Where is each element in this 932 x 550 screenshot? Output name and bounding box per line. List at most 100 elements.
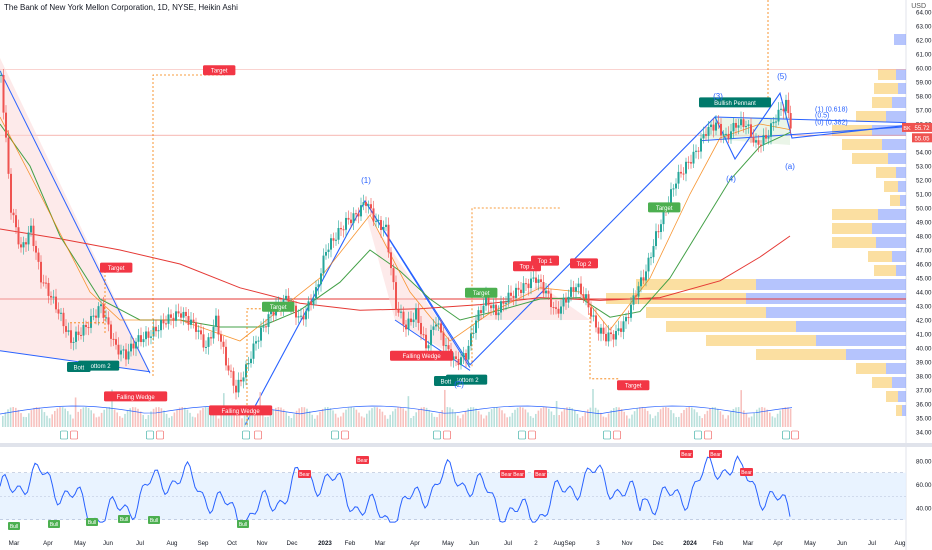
candle-body [147, 331, 150, 338]
volume-bar [28, 413, 30, 427]
falling-wedge-label [209, 405, 273, 416]
candle-body [537, 279, 540, 283]
volume-bar [628, 418, 631, 427]
volume-bar [397, 407, 399, 427]
candle-body [0, 75, 2, 76]
volume-bar [9, 407, 12, 427]
candle-body [655, 231, 657, 247]
volume-bar [51, 414, 53, 427]
candle-body [115, 339, 117, 345]
volume-bar [191, 416, 194, 427]
volume-bar [412, 415, 415, 427]
wave-label-1: (1) [361, 176, 371, 185]
candle-body [252, 343, 255, 359]
candle-body [60, 312, 62, 314]
rsi-bear-label [512, 470, 525, 478]
volume-bar [667, 407, 670, 427]
rsi-bear-text: Bear [357, 458, 368, 464]
volume-bar [631, 414, 633, 427]
candle-body [715, 122, 717, 131]
volume-bar [641, 407, 644, 427]
candle-body [142, 339, 145, 343]
candle-body [77, 331, 80, 335]
volume-profile-orange-bar [876, 167, 896, 178]
volume-bar [522, 407, 524, 427]
candle-body [102, 304, 105, 318]
candle-body [725, 133, 727, 135]
earnings-dividend-marker [70, 430, 78, 440]
volume-bar [363, 417, 365, 427]
volume-bar [158, 407, 160, 427]
candle-body [752, 136, 755, 143]
volume-bar [38, 407, 40, 427]
candle-body [552, 307, 555, 309]
candle-body [572, 287, 575, 292]
candle-body [322, 255, 325, 274]
volume-bar [225, 408, 228, 427]
candle-body [355, 213, 357, 215]
volume-bar [337, 417, 339, 427]
volume-bar [345, 409, 347, 427]
candle-body [547, 290, 550, 294]
time-axis-tick: Apr [773, 540, 783, 547]
candle-body [395, 282, 397, 310]
candle-body [710, 124, 712, 127]
price-axis-tick: 45.00 [916, 276, 932, 283]
volume-bar [82, 407, 85, 427]
candle-body [460, 357, 462, 366]
falling-wedge-label [390, 350, 454, 361]
volume-bar [509, 416, 511, 427]
volume-bar [64, 408, 66, 427]
volume-bar [366, 413, 368, 427]
candle-body [502, 301, 505, 304]
candle-body [477, 310, 480, 321]
candle-body [272, 311, 275, 316]
candle-body [122, 349, 125, 351]
candle-body [592, 315, 595, 317]
candle-body [410, 318, 412, 323]
candle-body [677, 171, 680, 184]
candle-body [732, 122, 735, 132]
earnings-dividend-marker [613, 430, 621, 440]
volume-bar [98, 416, 100, 427]
volume-bar [516, 407, 519, 427]
candle-body [772, 121, 775, 124]
volume-bar [722, 414, 724, 427]
volume-bar [698, 415, 701, 427]
volume-bar [498, 408, 501, 427]
candle-body [740, 119, 742, 126]
volume-bar [376, 407, 378, 427]
volume-bar [477, 411, 480, 427]
volume-bar [652, 418, 654, 427]
volume-bar [615, 407, 618, 427]
moving-average-50 [0, 123, 791, 328]
candle-body [565, 297, 567, 303]
candle-body [550, 293, 552, 308]
volume-bar [204, 407, 207, 427]
candle-body [242, 377, 245, 382]
volume-bar [189, 412, 191, 427]
candle-body [92, 315, 95, 317]
volume-bar [108, 407, 111, 427]
candle-body [597, 327, 600, 334]
candle-body [742, 119, 745, 128]
volume-bar [602, 416, 605, 427]
candle-body [680, 171, 682, 174]
rsi-bull-text: Bull [120, 517, 128, 523]
candle-body [585, 294, 587, 299]
volume-bar [693, 409, 696, 427]
earnings-dividend-marker [242, 430, 250, 440]
candle-body [215, 315, 217, 327]
volume-bar [269, 413, 272, 427]
volume-bar [496, 407, 498, 427]
volume-bar [347, 407, 350, 427]
volume-bar [428, 409, 430, 427]
candle-body [417, 308, 420, 323]
candle-body [27, 232, 30, 245]
volume-bar [132, 407, 134, 427]
volume-profile-orange-bar [756, 349, 846, 360]
candle-body [457, 358, 460, 366]
volume-bar [581, 416, 584, 427]
candle-body [47, 282, 50, 296]
